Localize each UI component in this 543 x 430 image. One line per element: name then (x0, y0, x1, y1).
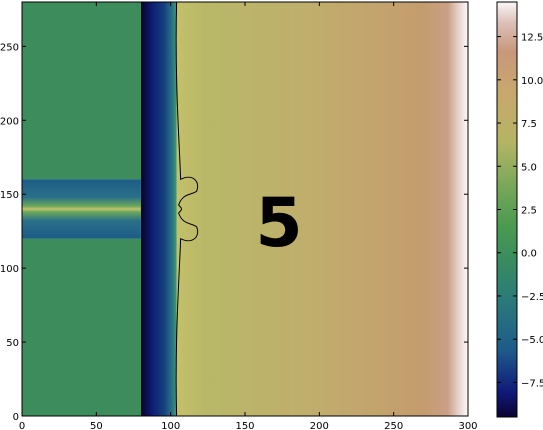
x-tick-label: 300 (458, 421, 477, 430)
y-tick-label: 0 (13, 412, 19, 423)
colorbar-tick-label: −2.5 (521, 292, 543, 303)
region-left-block-lower (22, 238, 141, 416)
region-vertical-channel (140, 2, 177, 416)
y-tick-label: 200 (0, 116, 19, 127)
y-tick-label: 150 (0, 190, 19, 201)
colorbar-tick-label: 10.0 (521, 76, 543, 87)
colorbar-tick-label: 2.5 (521, 206, 537, 217)
colorbar-tick-label: 5.0 (521, 162, 537, 173)
heatmap-plot-area (22, 2, 468, 416)
y-tick-label: 100 (0, 264, 19, 275)
colorbar-tick-label: −5.0 (521, 335, 543, 346)
region-right-field (176, 2, 468, 416)
colorbar-tick-label: 0.0 (521, 249, 537, 260)
region-horizontal-channel (22, 179, 141, 239)
colorbar-axis: 12.5 10.0 7.5 5.0 2.5 0.0 −2.5 −5.0 −7.5 (497, 33, 543, 389)
colorbar-tick-label: −7.5 (521, 378, 543, 389)
colorbar-tick-label: 12.5 (521, 33, 543, 44)
x-tick-label: 100 (161, 421, 180, 430)
zero-contour-line (175, 2, 199, 416)
x-tick-label: 50 (90, 421, 103, 430)
x-axis: 0 50 100 150 200 250 300 (19, 2, 478, 430)
region-left-block-upper (22, 2, 141, 180)
y-tick-label: 250 (0, 42, 19, 53)
x-tick-label: 0 (19, 421, 25, 430)
annotation-label: 5 (255, 184, 302, 263)
colorbar (497, 2, 517, 417)
y-axis: 0 50 100 150 200 250 (0, 42, 468, 423)
x-tick-label: 250 (384, 421, 403, 430)
x-tick-label: 200 (310, 421, 329, 430)
x-tick-label: 150 (235, 421, 254, 430)
colorbar-tick-label: 7.5 (521, 119, 537, 130)
y-tick-label: 50 (6, 338, 19, 349)
